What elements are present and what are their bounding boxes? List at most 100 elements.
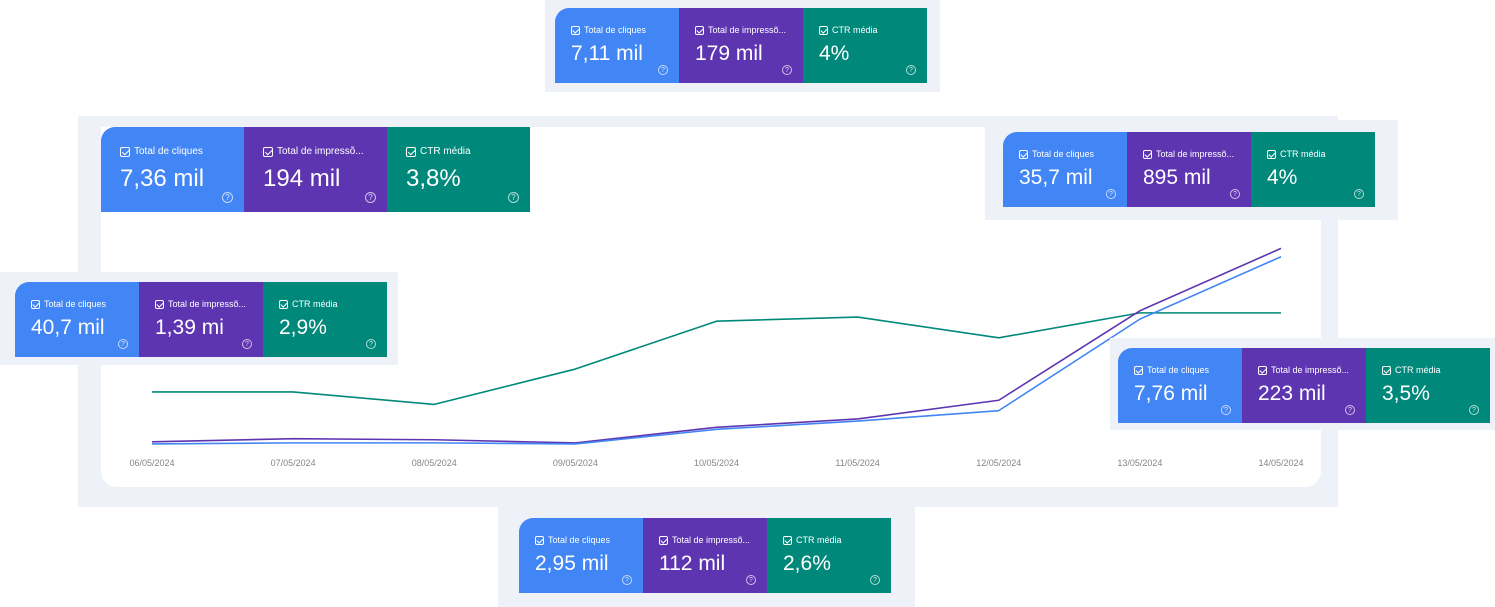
checkbox-checked-icon[interactable] xyxy=(571,25,580,35)
metric-value: 40,7 mil xyxy=(31,316,105,339)
checkbox-checked-icon[interactable] xyxy=(155,299,164,309)
metric-value: 179 mil xyxy=(695,42,763,65)
metric-value: 2,9% xyxy=(279,316,327,339)
help-circle-icon[interactable]: ? xyxy=(118,339,128,349)
metric-tile-clicks[interactable]: Total de cliques 7,76 mil ? xyxy=(1118,348,1242,423)
checkbox-checked-icon[interactable] xyxy=(1134,365,1143,375)
x-tick-label: 10/05/2024 xyxy=(694,458,739,468)
help-circle-icon[interactable]: ? xyxy=(622,575,632,585)
metric-tile-ctr[interactable]: CTR média 2,6% ? xyxy=(767,518,891,593)
metric-value: 895 mil xyxy=(1143,166,1211,189)
help-circle-icon[interactable]: ? xyxy=(366,339,376,349)
metric-value: 3,8% xyxy=(406,165,461,192)
help-circle-icon[interactable]: ? xyxy=(222,192,233,203)
metric-value: 3,5% xyxy=(1382,382,1430,405)
help-circle-icon[interactable]: ? xyxy=(365,192,376,203)
metric-tile-clicks[interactable]: Total de cliques 40,7 mil ? xyxy=(15,282,139,357)
metric-tile-ctr[interactable]: CTR média 4% ? xyxy=(1251,132,1375,207)
series-line-impressions xyxy=(151,247,1282,444)
metric-value: 223 mil xyxy=(1258,382,1326,405)
metric-tile-impressions[interactable]: Total de impressõ... 223 mil ? xyxy=(1242,348,1366,423)
metric-tile-ctr[interactable]: CTR média 4% ? xyxy=(803,8,927,83)
metric-label: CTR média xyxy=(420,146,471,157)
metric-tile-clicks[interactable]: Total de cliques 2,95 mil ? xyxy=(519,518,643,593)
checkbox-checked-icon[interactable] xyxy=(695,25,704,35)
help-circle-icon[interactable]: ? xyxy=(1354,189,1364,199)
x-tick-label: 11/05/2024 xyxy=(835,458,879,468)
performance-line-chart: 06/05/2024 07/05/2024 08/05/2024 09/05/2024… xyxy=(129,247,1304,468)
checkbox-checked-icon[interactable] xyxy=(120,146,130,157)
help-circle-icon[interactable]: ? xyxy=(870,575,880,585)
metric-tile-ctr[interactable]: CTR média 3,5% ? xyxy=(1366,348,1490,423)
metric-label: CTR média xyxy=(1395,365,1441,375)
metric-value: 2,95 mil xyxy=(535,552,609,575)
help-circle-icon[interactable]: ? xyxy=(242,339,252,349)
checkbox-checked-icon[interactable] xyxy=(263,146,273,157)
x-tick-label: 14/05/2024 xyxy=(1258,458,1303,468)
help-circle-icon[interactable]: ? xyxy=(1106,189,1116,199)
metric-tile-clicks[interactable]: Total de cliques 35,7 mil ? xyxy=(1003,132,1127,207)
series-line-clicks xyxy=(151,255,1282,445)
help-circle-icon[interactable]: ? xyxy=(1469,405,1479,415)
metric-tile-impressions[interactable]: Total de impressõ... 112 mil ? xyxy=(643,518,767,593)
metric-tile-clicks[interactable]: Total de cliques 7,36 mil ? xyxy=(101,127,244,212)
checkbox-checked-icon[interactable] xyxy=(1258,365,1267,375)
help-circle-icon[interactable]: ? xyxy=(746,575,756,585)
checkbox-checked-icon[interactable] xyxy=(1267,149,1276,159)
metric-card-bottom: Total de cliques 2,95 mil ? Total de imp… xyxy=(519,518,891,593)
metric-label: CTR média xyxy=(796,535,842,545)
metric-label: CTR média xyxy=(292,299,338,309)
metric-tile-impressions[interactable]: Total de impressõ... 179 mil ? xyxy=(679,8,803,83)
metric-tile-clicks[interactable]: Total de cliques 7,11 mil ? xyxy=(555,8,679,83)
metric-tile-impressions[interactable]: Total de impressõ... 194 mil ? xyxy=(244,127,387,212)
help-circle-icon[interactable]: ? xyxy=(1221,405,1231,415)
checkbox-checked-icon[interactable] xyxy=(1019,149,1028,159)
x-tick-label: 09/05/2024 xyxy=(553,458,598,468)
metric-label: Total de impressõ... xyxy=(672,535,751,545)
metric-label: Total de impressõ... xyxy=(277,146,364,157)
metric-value: 1,39 mi xyxy=(155,316,224,339)
checkbox-checked-icon[interactable] xyxy=(659,535,668,545)
checkbox-checked-icon[interactable] xyxy=(783,535,792,545)
checkbox-checked-icon[interactable] xyxy=(406,146,416,157)
help-circle-icon[interactable]: ? xyxy=(1230,189,1240,199)
x-tick-label: 12/05/2024 xyxy=(976,458,1021,468)
metric-label: Total de cliques xyxy=(1032,149,1095,159)
series-line-ctr xyxy=(152,312,1281,406)
metric-tile-ctr[interactable]: CTR média 3,8% ? xyxy=(387,127,530,212)
metric-label: Total de cliques xyxy=(1147,365,1210,375)
metric-label: Total de impressõ... xyxy=(708,25,787,35)
checkbox-checked-icon[interactable] xyxy=(819,25,828,35)
checkbox-checked-icon[interactable] xyxy=(1143,149,1152,159)
metric-value: 7,11 mil xyxy=(571,42,643,65)
help-circle-icon[interactable]: ? xyxy=(906,65,916,75)
metric-value: 35,7 mil xyxy=(1019,166,1093,189)
metric-label: Total de impressõ... xyxy=(1271,365,1350,375)
metric-card-top: Total de cliques 7,11 mil ? Total de imp… xyxy=(555,8,927,83)
help-circle-icon[interactable]: ? xyxy=(658,65,668,75)
metric-value: 112 mil xyxy=(659,552,726,575)
metric-tile-impressions[interactable]: Total de impressõ... 1,39 mi ? xyxy=(139,282,263,357)
metric-label: Total de cliques xyxy=(584,25,647,35)
metric-label: Total de impressõ... xyxy=(1156,149,1235,159)
metric-label: Total de impressõ... xyxy=(168,299,247,309)
metric-card-right: Total de cliques 35,7 mil ? Total de imp… xyxy=(1003,132,1375,207)
metric-value: 7,36 mil xyxy=(120,165,205,192)
metric-label: CTR média xyxy=(832,25,878,35)
help-circle-icon[interactable]: ? xyxy=(1345,405,1355,415)
help-circle-icon[interactable]: ? xyxy=(782,65,792,75)
x-tick-label: 13/05/2024 xyxy=(1117,458,1162,468)
metric-value: 4% xyxy=(1267,166,1298,189)
x-tick-label: 06/05/2024 xyxy=(129,458,174,468)
metric-tile-ctr[interactable]: CTR média 2,9% ? xyxy=(263,282,387,357)
checkbox-checked-icon[interactable] xyxy=(279,299,288,309)
checkbox-checked-icon[interactable] xyxy=(31,299,40,309)
metric-value: 2,6% xyxy=(783,552,831,575)
metric-tile-impressions[interactable]: Total de impressõ... 895 mil ? xyxy=(1127,132,1251,207)
help-circle-icon[interactable]: ? xyxy=(508,192,519,203)
checkbox-checked-icon[interactable] xyxy=(535,535,544,545)
metric-value: 7,76 mil xyxy=(1134,382,1208,405)
x-tick-label: 08/05/2024 xyxy=(412,458,457,468)
metric-card-right-bottom: Total de cliques 7,76 mil ? Total de imp… xyxy=(1118,348,1490,423)
checkbox-checked-icon[interactable] xyxy=(1382,365,1391,375)
